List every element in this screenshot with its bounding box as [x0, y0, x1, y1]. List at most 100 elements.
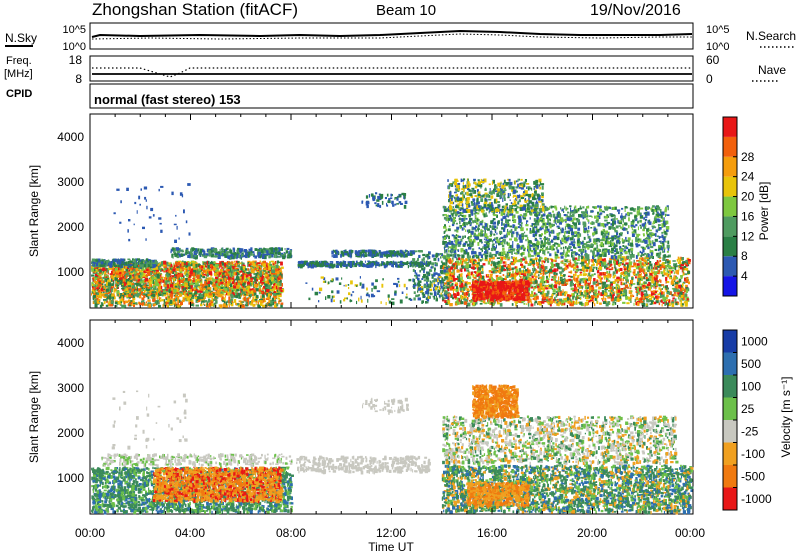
echo-cell — [135, 302, 137, 305]
echo-cell — [108, 282, 111, 286]
echo-cell — [239, 271, 242, 273]
echo-cell — [245, 268, 248, 271]
echo-cell — [91, 293, 92, 296]
echo-cell — [218, 294, 221, 297]
echo-cell — [200, 252, 203, 254]
station-title: Zhongshan Station (fitACF) — [92, 0, 298, 19]
echo-cell — [230, 284, 232, 287]
echo-cell — [336, 265, 339, 268]
echo-cell — [140, 281, 143, 283]
echo-cell — [107, 278, 109, 280]
echo-cell — [250, 267, 252, 269]
echo-cell — [153, 285, 155, 288]
echo-cell — [134, 274, 135, 277]
echo-cell — [130, 280, 132, 282]
echo-cell — [273, 273, 276, 275]
echo-cell — [163, 304, 164, 307]
echo-cell — [394, 253, 396, 257]
echo-cell — [153, 264, 157, 267]
echo-cell — [137, 287, 138, 291]
echo-cell — [147, 299, 150, 302]
echo-cell — [119, 272, 122, 274]
echo-cell — [278, 295, 282, 297]
echo-cell — [188, 282, 190, 286]
echo-cell — [93, 278, 94, 282]
echo-cell — [357, 253, 360, 256]
freq-strip-frame — [90, 56, 693, 81]
echo-cell — [124, 290, 125, 292]
echo-cell — [621, 272, 623, 275]
echo-cell — [224, 263, 226, 267]
echo-cell — [606, 271, 608, 274]
echo-cell — [248, 302, 249, 306]
echo-cell — [390, 262, 391, 264]
echo-cell — [135, 262, 136, 265]
freq-label-line1: Freq. — [6, 55, 32, 67]
echo-cell — [114, 297, 116, 300]
echo-cell — [190, 274, 191, 276]
echo-cell — [101, 268, 102, 270]
echo-cell — [200, 294, 203, 297]
echo-cell — [191, 249, 192, 253]
echo-cell — [385, 251, 386, 255]
echo-cell — [253, 254, 255, 256]
echo-cell — [262, 299, 264, 301]
echo-cell — [340, 263, 341, 267]
echo-cell — [170, 265, 172, 267]
echo-cell — [193, 266, 196, 268]
echo-cell — [195, 281, 197, 283]
echo-cell — [244, 249, 247, 252]
echo-cell — [260, 303, 262, 306]
echo-cell — [137, 258, 140, 260]
echo-cell — [350, 261, 353, 265]
echo-cell — [198, 286, 200, 288]
echo-cell — [253, 263, 256, 266]
echo-cell — [95, 259, 96, 261]
echo-cell — [280, 268, 282, 272]
echo-cell — [92, 287, 93, 289]
echo-cell — [380, 263, 382, 266]
power-scatter-layer — [91, 178, 691, 308]
echo-cell — [227, 269, 230, 271]
echo-cell — [276, 293, 279, 295]
echo-cell — [209, 294, 212, 296]
echo-cell — [218, 254, 220, 256]
echo-cell — [255, 278, 257, 282]
echo-cell — [230, 300, 232, 303]
echo-cell — [95, 290, 97, 292]
echo-cell — [256, 295, 259, 299]
echo-cell — [172, 247, 175, 250]
echo-cell — [196, 305, 200, 307]
echo-cell — [101, 264, 104, 267]
echo-cell — [298, 264, 301, 267]
echo-cell — [158, 290, 159, 293]
echo-cell — [288, 251, 289, 254]
echo-cell — [388, 254, 390, 257]
echo-cell — [253, 290, 256, 293]
echo-cell — [357, 264, 359, 266]
echo-cell — [152, 292, 154, 294]
echo-cell — [133, 277, 135, 279]
echo-cell — [116, 285, 119, 287]
echo-cell — [219, 278, 221, 280]
freq-label-line2: [MHz] — [4, 68, 33, 80]
echo-cell — [204, 281, 206, 285]
echo-cell — [280, 262, 283, 266]
echo-cell — [322, 264, 324, 266]
echo-cell — [126, 275, 128, 278]
echo-cell — [180, 263, 181, 267]
echo-cell — [239, 248, 241, 252]
echo-cell — [145, 285, 148, 287]
echo-cell — [215, 255, 218, 258]
echo-cell — [121, 301, 123, 303]
echo-cell — [179, 294, 180, 297]
echo-cell — [104, 280, 106, 282]
echo-cell — [146, 258, 148, 261]
echo-cell — [148, 287, 151, 289]
echo-cell — [249, 302, 250, 305]
echo-cell — [380, 252, 383, 255]
echo-cell — [117, 280, 120, 282]
echo-cell — [271, 250, 273, 252]
echo-cell — [396, 251, 399, 254]
echo-cell — [366, 201, 369, 204]
